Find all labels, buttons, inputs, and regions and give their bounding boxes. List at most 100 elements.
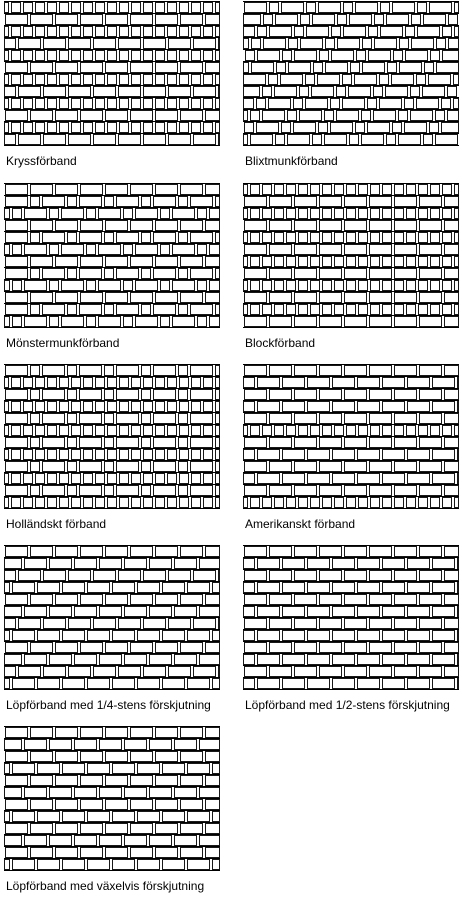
brick bbox=[23, 98, 33, 109]
brick bbox=[357, 630, 380, 641]
brick bbox=[4, 570, 16, 581]
brick bbox=[382, 654, 405, 665]
brick bbox=[373, 110, 396, 121]
brick bbox=[370, 425, 380, 436]
brick bbox=[79, 365, 102, 376]
brick bbox=[167, 497, 177, 508]
brick bbox=[47, 98, 57, 109]
brick bbox=[55, 184, 78, 195]
brick bbox=[30, 727, 53, 738]
brick bbox=[344, 365, 367, 376]
brick bbox=[71, 425, 81, 436]
brick bbox=[430, 50, 440, 61]
brick bbox=[313, 62, 323, 73]
brick bbox=[42, 196, 65, 207]
brick bbox=[191, 401, 201, 412]
brick bbox=[369, 244, 392, 255]
brick bbox=[180, 594, 203, 605]
brick bbox=[430, 497, 440, 508]
brick bbox=[190, 365, 213, 376]
brick bbox=[382, 630, 405, 641]
brick bbox=[155, 546, 178, 557]
brick bbox=[382, 425, 392, 436]
brick bbox=[155, 110, 178, 121]
brick bbox=[250, 110, 260, 121]
brick bbox=[167, 2, 177, 13]
brick bbox=[104, 413, 114, 424]
brick bbox=[71, 26, 81, 37]
brick bbox=[35, 74, 45, 85]
brick bbox=[116, 196, 139, 207]
brick bbox=[4, 280, 10, 291]
brick bbox=[382, 473, 405, 484]
brick bbox=[310, 425, 320, 436]
brick bbox=[71, 497, 81, 508]
brick bbox=[193, 134, 216, 145]
brick bbox=[269, 642, 292, 653]
brick bbox=[418, 497, 428, 508]
brick bbox=[135, 208, 158, 219]
brick bbox=[5, 799, 28, 810]
brick bbox=[71, 2, 81, 13]
brick bbox=[442, 26, 452, 37]
brick bbox=[178, 232, 188, 243]
brick bbox=[299, 110, 322, 121]
brick bbox=[162, 678, 185, 689]
brick bbox=[430, 208, 440, 219]
brick bbox=[257, 558, 280, 569]
brick bbox=[394, 642, 417, 653]
brick bbox=[105, 62, 128, 73]
brick bbox=[43, 86, 66, 97]
brick bbox=[442, 208, 452, 219]
brick bbox=[199, 558, 220, 569]
brick bbox=[282, 401, 305, 412]
brick bbox=[131, 26, 141, 37]
brick bbox=[130, 727, 153, 738]
brick bbox=[325, 62, 348, 73]
brick bbox=[59, 2, 69, 13]
brick bbox=[191, 74, 201, 85]
brick bbox=[30, 14, 53, 25]
brick bbox=[83, 50, 93, 61]
brick bbox=[155, 449, 165, 460]
brick bbox=[405, 26, 415, 37]
brick bbox=[193, 86, 216, 97]
brick bbox=[448, 38, 459, 49]
brick bbox=[42, 437, 65, 448]
brick bbox=[124, 787, 147, 798]
brick bbox=[343, 26, 366, 37]
brick bbox=[344, 196, 367, 207]
brick bbox=[334, 184, 344, 195]
brick bbox=[243, 654, 255, 665]
brick bbox=[80, 110, 103, 121]
brick bbox=[35, 50, 45, 61]
brick bbox=[141, 413, 151, 424]
brick bbox=[369, 268, 392, 279]
brick bbox=[141, 485, 151, 496]
brick bbox=[268, 74, 278, 85]
brick bbox=[346, 256, 356, 267]
brick bbox=[294, 26, 304, 37]
brick bbox=[167, 449, 177, 460]
brick bbox=[209, 316, 220, 327]
brick bbox=[293, 122, 316, 133]
brick bbox=[18, 618, 41, 629]
brick bbox=[369, 437, 392, 448]
brick bbox=[209, 280, 220, 291]
brick bbox=[344, 244, 367, 255]
brick bbox=[398, 110, 408, 121]
brick bbox=[215, 50, 220, 61]
brick bbox=[419, 220, 442, 231]
brick bbox=[24, 558, 47, 569]
brick bbox=[419, 594, 442, 605]
brick bbox=[262, 208, 272, 219]
brick bbox=[442, 256, 452, 267]
brick bbox=[11, 50, 21, 61]
brick bbox=[79, 389, 102, 400]
brick bbox=[344, 546, 367, 557]
brick bbox=[18, 38, 41, 49]
brick bbox=[419, 485, 442, 496]
brick bbox=[215, 365, 220, 376]
brick bbox=[394, 618, 417, 629]
brick bbox=[42, 365, 65, 376]
